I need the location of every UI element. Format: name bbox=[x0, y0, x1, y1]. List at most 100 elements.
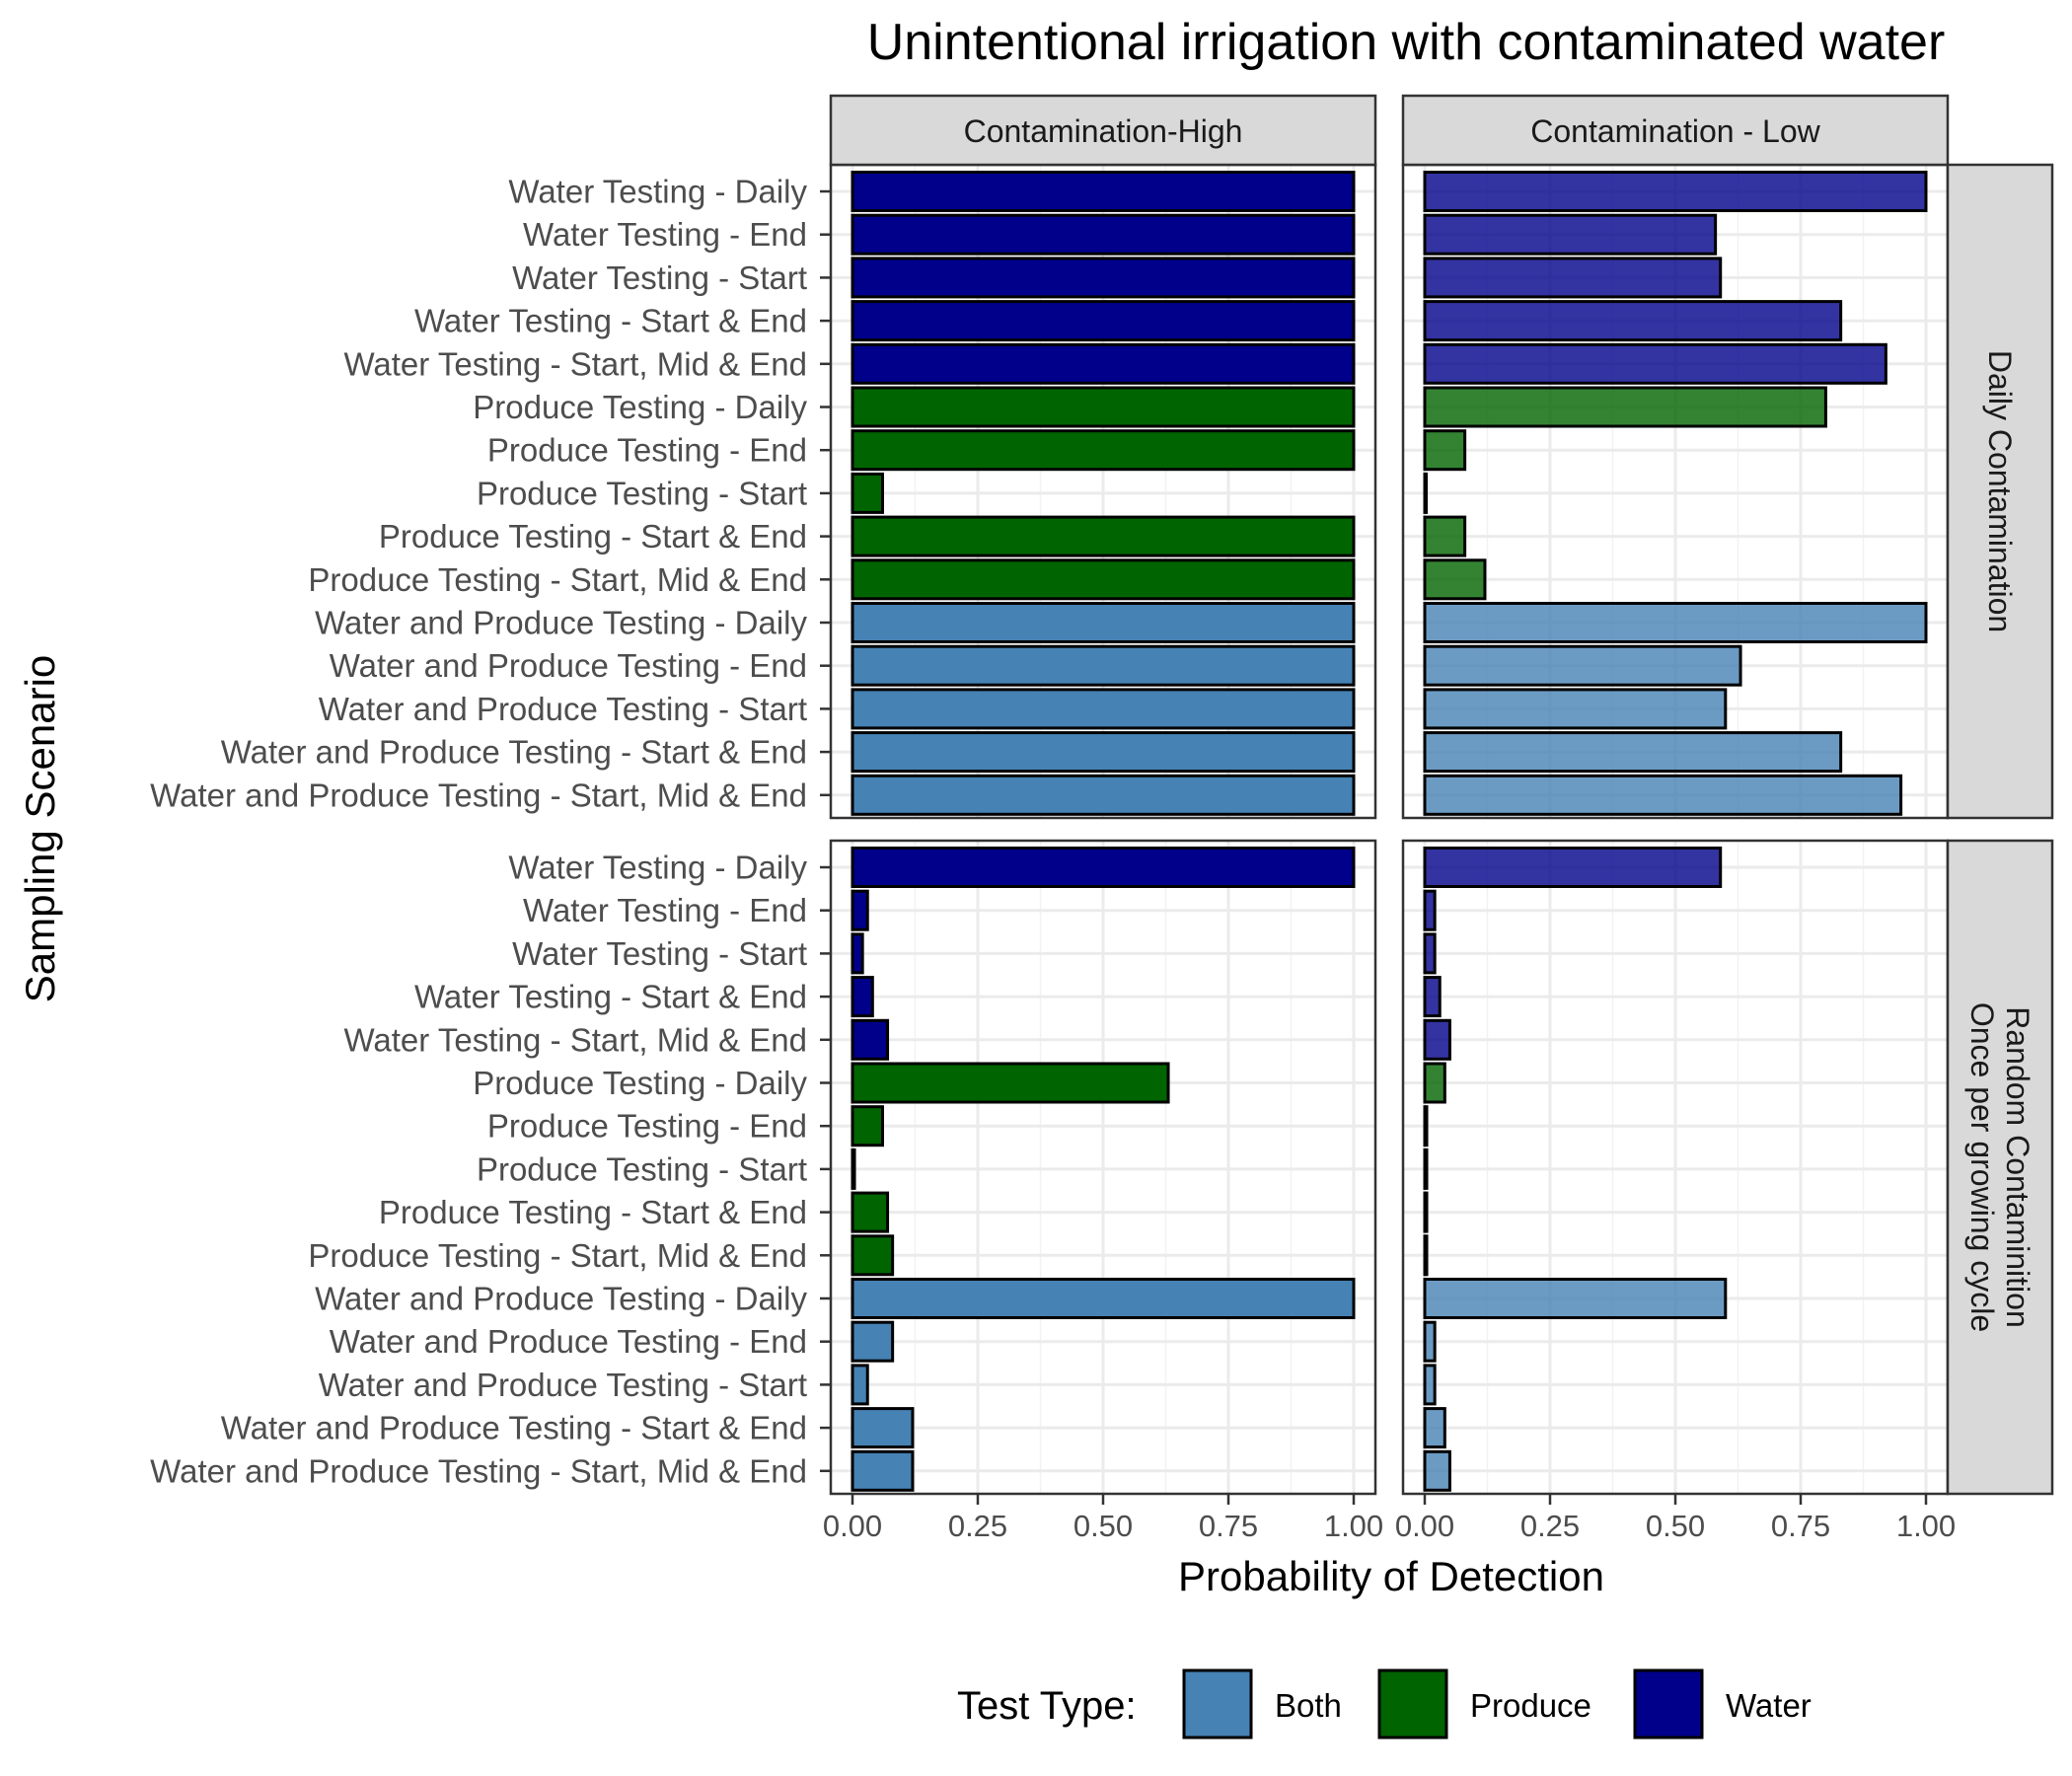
bar-produce bbox=[1423, 1191, 1429, 1233]
category-label: Water and Produce Testing - End bbox=[330, 647, 807, 684]
legend-key-both bbox=[1182, 1668, 1253, 1739]
bar-produce bbox=[1423, 1105, 1429, 1147]
category-label: Water and Produce Testing - Start, Mid &… bbox=[150, 777, 807, 813]
bar-water bbox=[1423, 889, 1437, 931]
bar-water bbox=[1423, 976, 1442, 1018]
x-tick-label: 1.00 bbox=[1896, 1509, 1956, 1543]
chart-title: Unintentional irrigation with contaminat… bbox=[867, 14, 1946, 71]
category-label: Produce Testing - Start, Mid & End bbox=[308, 561, 807, 598]
bar-both bbox=[851, 1364, 869, 1406]
column-strip-label: Contamination - Low bbox=[1530, 113, 1820, 149]
category-label: Water and Produce Testing - Start & End bbox=[221, 734, 807, 771]
bar-produce bbox=[1423, 472, 1429, 514]
bar-both bbox=[851, 774, 1356, 816]
bar-water bbox=[851, 976, 874, 1018]
category-label: Water and Produce Testing - Start bbox=[319, 1367, 807, 1403]
column-strip bbox=[829, 94, 1377, 167]
bar-water bbox=[1423, 847, 1723, 888]
bar-produce bbox=[851, 1105, 884, 1147]
bar-produce bbox=[851, 1234, 895, 1277]
legend: Test Type: Both Produce Water bbox=[957, 1668, 1812, 1739]
bar-water bbox=[851, 889, 869, 931]
bar-water bbox=[1423, 257, 1723, 299]
bar-both bbox=[851, 1320, 895, 1363]
bar-produce bbox=[1423, 429, 1467, 472]
row-strip-label: Once per growing cycle bbox=[1964, 1002, 2000, 1332]
bar-water bbox=[851, 932, 864, 975]
bar-both bbox=[1423, 774, 1903, 816]
category-label: Water and Produce Testing - Daily bbox=[315, 1281, 807, 1317]
category-label: Produce Testing - Start bbox=[477, 475, 807, 511]
bar-both bbox=[1423, 644, 1742, 687]
row-strip bbox=[1946, 839, 2054, 1496]
bar-water bbox=[851, 1018, 890, 1061]
category-label: Water and Produce Testing - Start & End bbox=[221, 1410, 807, 1446]
bar-both bbox=[1423, 1364, 1437, 1406]
category-label: Produce Testing - End bbox=[487, 1108, 807, 1145]
row-strip-label: Random Contaminition bbox=[2000, 1006, 2035, 1328]
bar-produce bbox=[1423, 1147, 1429, 1190]
bar-produce bbox=[1423, 386, 1827, 428]
category-label: Water Testing - End bbox=[523, 892, 807, 928]
bar-water bbox=[1423, 213, 1718, 256]
category-label: Produce Testing - Start, Mid & End bbox=[308, 1237, 807, 1274]
legend-label: Water bbox=[1726, 1687, 1812, 1724]
bar-both bbox=[1423, 1449, 1451, 1492]
bar-produce bbox=[1423, 1062, 1446, 1104]
bar-produce bbox=[1423, 1234, 1429, 1277]
x-tick-label: 0.75 bbox=[1771, 1509, 1830, 1543]
bar-water bbox=[851, 171, 1356, 212]
bar-both bbox=[851, 688, 1356, 730]
bar-both bbox=[1423, 1320, 1437, 1363]
category-label: Water Testing - Daily bbox=[508, 174, 807, 210]
row-strip-label: Daily Contamination bbox=[1982, 350, 2018, 632]
category-label: Produce Testing - Daily bbox=[473, 1065, 807, 1101]
bar-water bbox=[851, 847, 1356, 888]
bar-both bbox=[851, 1407, 915, 1449]
bar-produce bbox=[851, 472, 884, 514]
bar-both bbox=[1423, 602, 1928, 643]
bar-water bbox=[1423, 171, 1928, 212]
bar-produce bbox=[851, 558, 1356, 601]
x-tick-label: 1.00 bbox=[1324, 1509, 1383, 1543]
row-strip bbox=[1946, 163, 2054, 820]
bar-produce bbox=[851, 515, 1356, 557]
x-axis-ticks: 0.00 0.25 0.50 0.75 1.00 0.00 0.25 0.50 0.75 1.00 bbox=[823, 1494, 1956, 1543]
bar-both bbox=[1423, 1278, 1728, 1319]
bar-water bbox=[851, 213, 1356, 256]
legend-key-produce bbox=[1377, 1668, 1448, 1739]
category-label: Water and Produce Testing - Start, Mid &… bbox=[150, 1452, 807, 1489]
x-axis-title: Probability of Detection bbox=[1178, 1553, 1604, 1599]
category-label: Produce Testing - End bbox=[487, 432, 807, 469]
bar-both bbox=[1423, 731, 1843, 774]
category-label: Water Testing - Start bbox=[512, 935, 807, 972]
bar-produce bbox=[851, 1147, 856, 1190]
bar-water bbox=[1423, 300, 1843, 342]
x-tick-label: 0.50 bbox=[1073, 1509, 1133, 1543]
category-label: Water and Produce Testing - Start bbox=[319, 691, 807, 727]
bar-water bbox=[1423, 342, 1887, 385]
category-label: Water Testing - Start bbox=[512, 259, 807, 296]
bar-water bbox=[851, 257, 1356, 299]
bar-both bbox=[851, 731, 1356, 774]
facet-strips: Contamination-High Contamination - Low Dai… bbox=[829, 94, 2054, 1496]
bar-both bbox=[851, 602, 1356, 643]
panels-group bbox=[829, 163, 1950, 1496]
bar-produce bbox=[1423, 558, 1487, 601]
y-axis-labels: Water Testing - Daily Water Testing - End… bbox=[150, 174, 831, 1489]
y-axis-title: Sampling Scenario bbox=[17, 655, 63, 1003]
bar-produce bbox=[1423, 515, 1467, 557]
x-tick-label: 0.25 bbox=[1520, 1509, 1580, 1543]
column-strip bbox=[1401, 94, 1950, 167]
x-tick-label: 0.50 bbox=[1646, 1509, 1705, 1543]
bar-both bbox=[1423, 688, 1728, 730]
category-label: Produce Testing - Start & End bbox=[379, 518, 807, 555]
column-strip-label: Contamination-High bbox=[964, 113, 1243, 149]
x-tick-label: 0.25 bbox=[948, 1509, 1007, 1543]
bar-water bbox=[851, 300, 1356, 342]
legend-label: Both bbox=[1275, 1687, 1342, 1724]
x-tick-label: 0.00 bbox=[823, 1509, 882, 1543]
legend-key-water bbox=[1633, 1668, 1704, 1739]
bar-both bbox=[1423, 1407, 1446, 1449]
category-label: Water Testing - Start & End bbox=[414, 303, 807, 339]
